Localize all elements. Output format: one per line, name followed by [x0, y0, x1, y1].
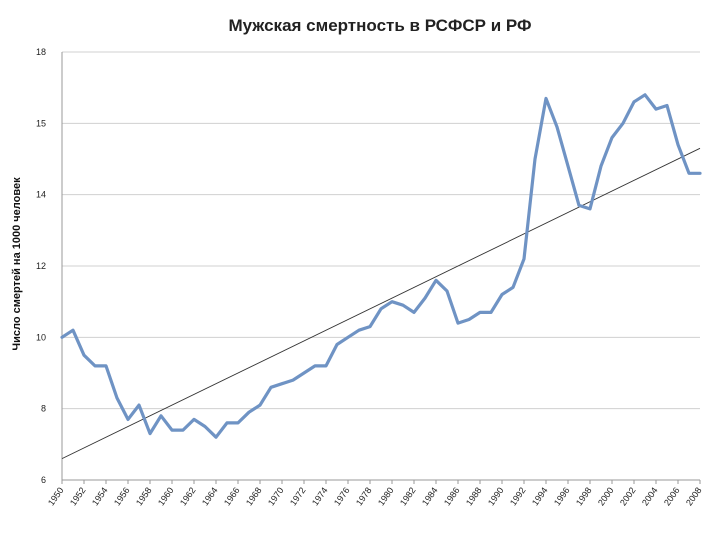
x-tick-labels: 1950 1952 1954 1956 1958 1960 1962 1964 1966 1968… — [46, 480, 704, 508]
x-tick-label: 1978 — [354, 485, 374, 507]
x-tick-label: 1976 — [332, 485, 352, 507]
x-tick-label: 1960 — [156, 485, 176, 507]
y-tick-label: 18 — [36, 47, 46, 57]
x-tick-label: 1994 — [530, 485, 550, 507]
x-tick-label: 1970 — [266, 485, 286, 507]
y-tick-label: 14 — [36, 190, 46, 200]
gridlines — [61, 51, 700, 481]
y-tick-label: 12 — [36, 261, 46, 271]
x-tick-label: 1982 — [398, 485, 418, 507]
x-tick-label: 2008 — [684, 485, 704, 507]
x-tick-label: 1952 — [68, 485, 88, 507]
x-tick-label: 1992 — [508, 485, 528, 507]
x-tick-label: 2006 — [662, 485, 682, 507]
x-tick-label: 1962 — [178, 485, 198, 507]
x-tick-label: 1958 — [134, 485, 154, 507]
x-tick-label: 2000 — [596, 485, 616, 507]
x-tick-label: 1984 — [420, 485, 440, 507]
y-tick-label: 6 — [41, 475, 46, 485]
x-tick-label: 1974 — [310, 485, 330, 507]
x-tick-label: 1990 — [486, 485, 506, 507]
x-tick-label: 1954 — [90, 485, 110, 507]
x-tick-label: 2004 — [640, 485, 660, 507]
y-tick-label: 15 — [36, 118, 46, 128]
series-line — [60, 93, 702, 439]
y-axis-label: Число смертей на 1000 человек — [11, 177, 23, 351]
y-tick-labels: 6 8 10 12 14 15 18 — [36, 47, 46, 485]
x-tick-label: 1950 — [46, 485, 66, 507]
x-tick-label: 2002 — [618, 485, 638, 507]
x-tick-label: 1986 — [442, 485, 462, 507]
x-tick-label: 1988 — [464, 485, 484, 507]
x-tick-label: 1966 — [222, 485, 242, 507]
y-tick-label: 10 — [36, 332, 46, 342]
chart-title: Мужская смертность в РСФСР и РФ — [228, 16, 531, 35]
x-tick-label: 1956 — [112, 485, 132, 507]
plot-area — [60, 93, 702, 460]
x-tick-label: 1980 — [376, 485, 396, 507]
x-tick-label: 1968 — [244, 485, 264, 507]
x-tick-label: 1972 — [288, 485, 308, 507]
x-tick-label: 1996 — [552, 485, 572, 507]
y-tick-label: 8 — [41, 404, 46, 414]
x-tick-label: 1964 — [200, 485, 220, 507]
x-tick-label: 1998 — [574, 485, 594, 507]
